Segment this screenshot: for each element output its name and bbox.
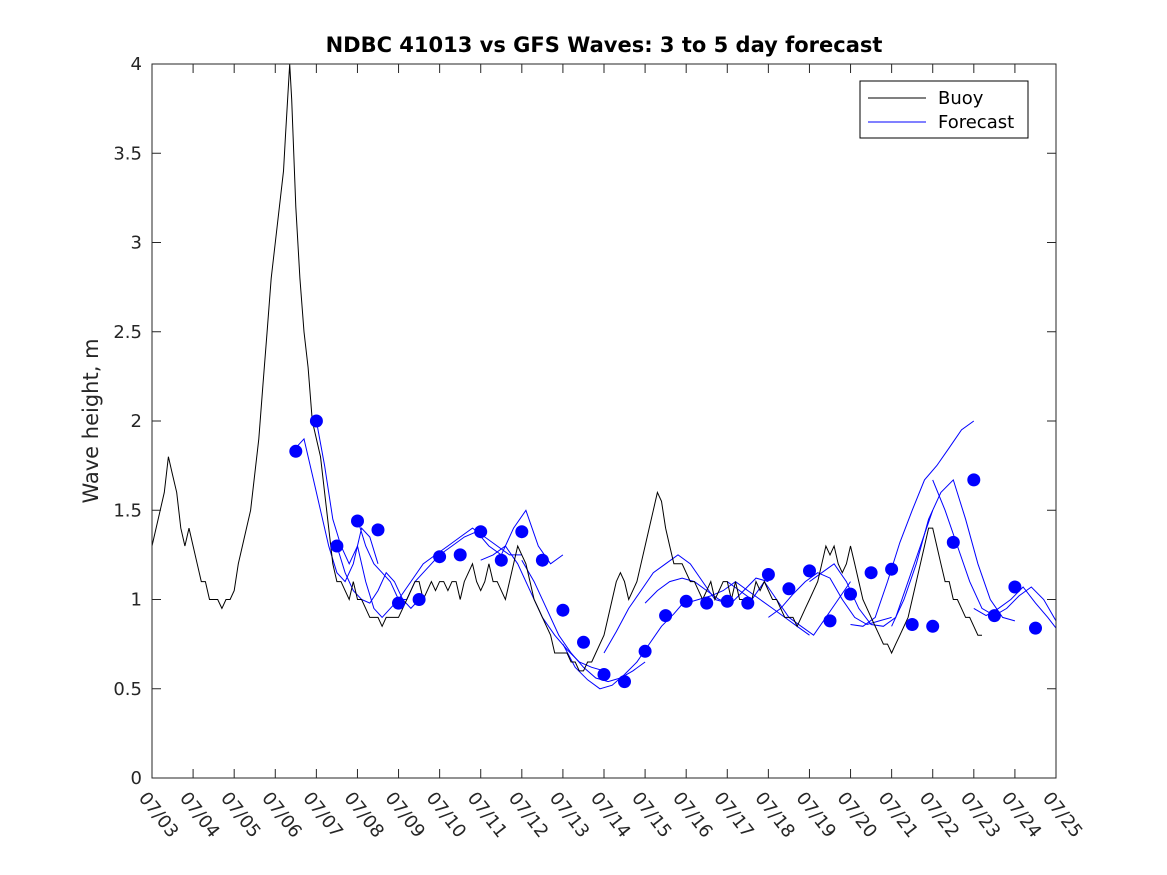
forecast-point (371, 523, 385, 537)
forecast-point (494, 553, 508, 567)
forecast-line (809, 510, 934, 627)
buoy-line (151, 63, 982, 672)
y-axis: 0 0.5 1 1.5 2 2.5 3 3.5 4 (113, 54, 1056, 789)
forecast-line (295, 437, 379, 583)
forecast-point (597, 668, 611, 681)
forecast-point (618, 675, 631, 689)
legend-box (859, 80, 1029, 139)
forecast-point (638, 644, 652, 658)
forecast-point (700, 596, 714, 610)
forecast-point (926, 619, 940, 633)
y-tick-label: 3.5 (113, 143, 142, 164)
forecast-point (289, 444, 303, 458)
y-tick-label: 1 (131, 590, 142, 611)
forecast-point (823, 614, 837, 628)
forecast-point (987, 609, 1001, 623)
forecast-point (556, 603, 570, 617)
forecast-point (1008, 580, 1022, 594)
forecast-point (412, 593, 426, 606)
forecast-point (967, 473, 981, 487)
forecast-point (392, 596, 405, 610)
y-tick-label: 2.5 (113, 322, 142, 343)
forecast-line (562, 599, 687, 690)
forecast-point (844, 587, 857, 601)
forecast-point (577, 635, 590, 649)
forecast-point (782, 582, 796, 596)
forecast-point (679, 594, 693, 608)
forecast-point (535, 553, 549, 567)
forecast-point (864, 566, 878, 580)
forecast-line (891, 478, 1016, 627)
forecast-point (515, 525, 529, 539)
y-axis-label: Wave height, m (79, 338, 103, 503)
y-tick-label: 1.5 (113, 500, 142, 521)
forecast-line (850, 420, 975, 627)
legend: Buoy Forecast (859, 80, 1029, 139)
plot-area (151, 63, 1057, 690)
forecast-point (474, 525, 488, 539)
forecast-point (803, 564, 816, 578)
forecast-point (659, 609, 673, 623)
forecast-point (946, 535, 960, 549)
forecast-point (761, 568, 775, 581)
forecast-point (309, 414, 323, 428)
forecast-point (351, 514, 364, 528)
forecast-point (453, 548, 467, 562)
forecast-line (603, 554, 728, 654)
forecast-point (741, 596, 755, 610)
forecast-point (720, 594, 734, 608)
forecast-point (433, 550, 447, 564)
y-tick-label: 4 (131, 54, 142, 75)
forecast-point (330, 539, 344, 553)
y-tick-label: 0 (131, 768, 142, 789)
forecast-point (885, 562, 899, 576)
y-tick-label: 2 (131, 411, 142, 432)
y-tick-label: 3 (131, 233, 142, 254)
forecast-point (1029, 621, 1042, 635)
legend-entry-forecast: Forecast (938, 112, 1014, 133)
y-tick-label: 0.5 (113, 679, 142, 700)
legend-entry-buoy: Buoy (938, 88, 984, 109)
forecast-line (315, 420, 399, 619)
chart-title: NDBC 41013 vs GFS Waves: 3 to 5 day fore… (326, 33, 883, 57)
forecast-point (905, 618, 919, 631)
forecast-line (768, 572, 892, 626)
